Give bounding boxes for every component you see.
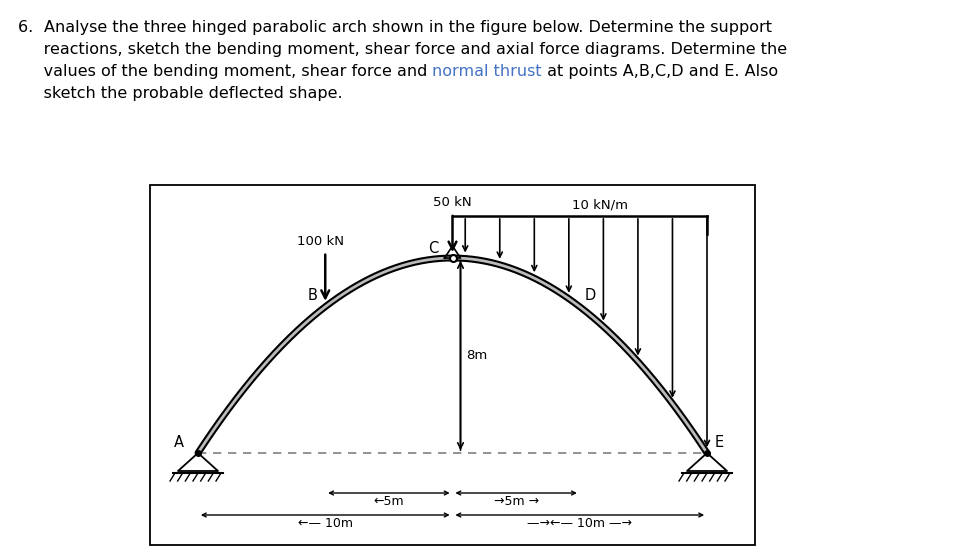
Text: at points A,B,C,D and E. Also: at points A,B,C,D and E. Also — [542, 64, 778, 79]
Text: values of the bending moment, shear force and: values of the bending moment, shear forc… — [18, 64, 433, 79]
Text: normal thrust: normal thrust — [433, 64, 542, 79]
Text: sketch the probable deflected shape.: sketch the probable deflected shape. — [18, 86, 342, 101]
Text: 100 kN: 100 kN — [296, 234, 344, 248]
Text: Analyse the three hinged parabolic arch shown in the figure below. Determine the: Analyse the three hinged parabolic arch … — [44, 20, 771, 35]
Text: reactions, sketch the bending moment, shear force and axial force diagrams. Dete: reactions, sketch the bending moment, sh… — [18, 42, 787, 57]
Text: C: C — [428, 241, 439, 256]
Text: 6.: 6. — [18, 20, 44, 35]
Text: ←5m: ←5m — [373, 495, 405, 508]
Text: 8m: 8m — [466, 349, 488, 362]
Text: A: A — [174, 435, 184, 450]
Text: B: B — [307, 288, 317, 303]
Text: D: D — [585, 288, 596, 303]
Text: E: E — [715, 435, 724, 450]
Text: ←— 10m: ←— 10m — [297, 517, 353, 530]
Text: —→←— 10m —→: —→←— 10m —→ — [527, 517, 632, 530]
Text: 10 kN/m: 10 kN/m — [571, 198, 628, 211]
Polygon shape — [178, 453, 218, 471]
Bar — [150, 185, 755, 545]
Polygon shape — [687, 453, 727, 471]
Text: 50 kN: 50 kN — [433, 196, 472, 209]
Text: →5m →: →5m → — [493, 495, 538, 508]
